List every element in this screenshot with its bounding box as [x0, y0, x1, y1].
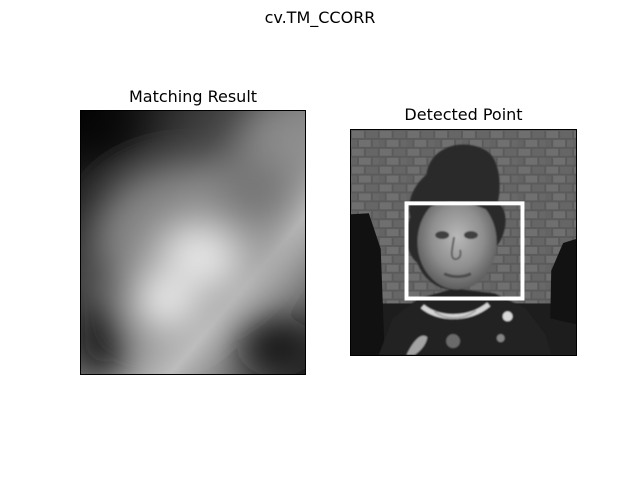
detected-point-axes [350, 129, 577, 356]
person-figure [378, 144, 552, 355]
matching-result-axes [80, 110, 306, 375]
detected-rectangle [404, 201, 525, 301]
detected-point-image [351, 130, 576, 355]
matching-result-title: Matching Result [128, 87, 258, 106]
detected-point-title: Detected Point [404, 105, 523, 124]
matching-result-heatmap [81, 111, 305, 374]
heatmap-shading [81, 111, 305, 374]
figure-suptitle: cv.TM_CCORR [264, 8, 376, 27]
